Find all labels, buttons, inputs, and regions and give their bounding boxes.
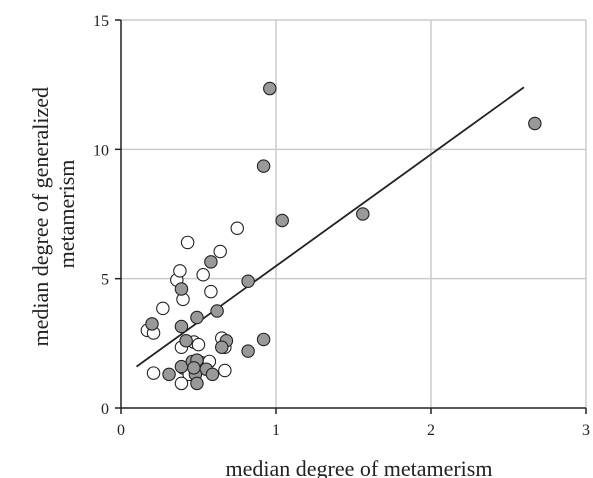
x-tick-label: 1 (272, 422, 280, 439)
grid-lines (121, 19, 587, 408)
open-data-point (173, 264, 187, 278)
data-points (140, 81, 542, 391)
regression-layer (135, 86, 525, 368)
filled-data-point (190, 376, 204, 391)
y-axis-title-line-2: metamerism (54, 160, 79, 269)
open-data-point (191, 337, 206, 352)
x-tick-label: 3 (582, 422, 590, 439)
x-axis-title: median degree of metamerism (226, 456, 493, 478)
x-tick-label: 2 (427, 422, 435, 439)
filled-data-point (204, 255, 218, 269)
open-data-point (230, 221, 245, 235)
y-tick-label: 15 (93, 13, 109, 30)
filled-data-point (256, 332, 271, 347)
filled-data-point (263, 81, 277, 96)
filled-data-point (210, 304, 224, 318)
x-tick-label: 0 (117, 422, 125, 439)
filled-data-point (162, 367, 176, 382)
y-tick-label: 10 (93, 142, 109, 159)
filled-data-point (179, 333, 193, 348)
regression-line (135, 86, 525, 368)
filled-data-point (215, 340, 229, 354)
filled-data-point (190, 310, 204, 325)
open-data-point (180, 235, 195, 250)
filled-data-point (205, 367, 220, 382)
open-data-point (146, 366, 161, 380)
filled-data-point (187, 361, 201, 375)
open-data-point (174, 376, 189, 391)
filled-data-point (356, 207, 370, 221)
y-axis-title: median degree of generalized metamerism (28, 81, 79, 346)
filled-data-point (241, 344, 255, 358)
axis-titles: median degree of metamerism median degre… (28, 81, 493, 478)
open-data-point (196, 268, 210, 282)
tick-labels: 0 1 2 3 0 5 10 15 (93, 13, 590, 439)
filled-data-point (145, 317, 159, 331)
filled-data-point (174, 319, 189, 334)
open-data-point (213, 244, 227, 259)
axes (115, 19, 587, 414)
filled-data-point (174, 282, 189, 296)
filled-data-point (241, 274, 255, 289)
filled-data-point (275, 213, 289, 228)
filled-data-point (528, 116, 542, 131)
y-tick-label: 5 (101, 272, 109, 289)
y-axis-title-line-1: median degree of generalized (28, 87, 53, 347)
y-tick-label: 0 (101, 401, 109, 418)
open-data-point (204, 284, 218, 299)
filled-data-point (256, 159, 271, 173)
open-data-point (156, 301, 170, 316)
open-data-point (218, 363, 232, 378)
